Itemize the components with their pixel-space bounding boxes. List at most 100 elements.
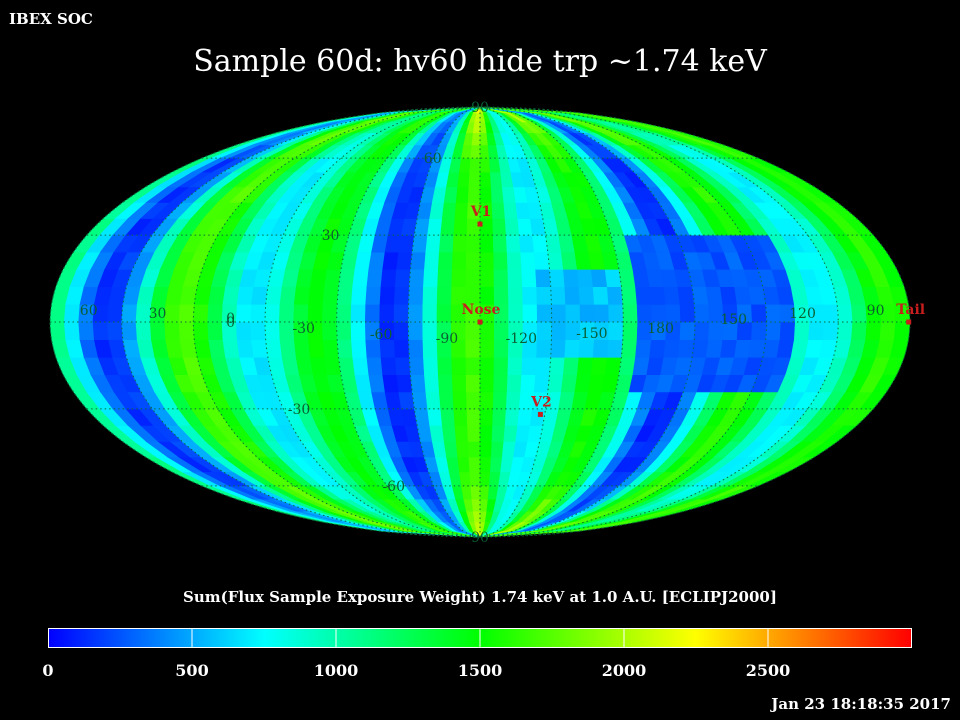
flux-cell: [207, 303, 224, 323]
flux-cell: [408, 286, 424, 305]
flux-cell: [504, 408, 520, 426]
meridian-line: [479, 106, 696, 538]
flux-cell: [604, 356, 622, 376]
flux-cell: [493, 356, 509, 376]
flux-cell: [466, 391, 481, 410]
flux-cell: [479, 456, 492, 473]
meridian-line: [264, 106, 481, 538]
flux-cell: [563, 268, 580, 288]
flux-cell: [192, 321, 209, 341]
flux-cell: [366, 268, 384, 288]
flux-cell: [608, 321, 624, 341]
meridian-line: [479, 106, 553, 538]
flux-cell: [505, 391, 522, 410]
flux-cell: [651, 303, 667, 323]
meridian-line: [479, 106, 768, 538]
flux-cell: [490, 441, 505, 458]
flux-cell: [522, 286, 538, 305]
flux-cell: [836, 303, 854, 323]
flux-cell: [454, 202, 469, 219]
flux-cell: [106, 303, 124, 323]
flux-cell: [479, 171, 492, 188]
map-title: Sample 60d: hv60 hide trp ~1.74 keV: [193, 44, 767, 79]
flux-cell: [836, 321, 854, 341]
flux-cell: [364, 303, 381, 323]
flux-cell: [235, 303, 252, 323]
flux-cell: [423, 356, 439, 376]
flux-cell: [865, 321, 882, 341]
flux-cell: [408, 268, 425, 288]
flux-cell: [493, 374, 509, 393]
flux-cell: [429, 425, 445, 442]
flux-cell: [622, 303, 639, 323]
flux-cell: [293, 286, 311, 305]
flux-cell: [507, 356, 523, 376]
flux-cell: [622, 321, 639, 341]
flux-cell: [465, 321, 481, 341]
flux-cell: [396, 374, 413, 393]
flux-cell: [437, 268, 453, 288]
flux-cell: [380, 356, 397, 376]
flux-cell: [393, 339, 410, 358]
flux-cell: [504, 218, 520, 236]
flux-cell: [135, 321, 152, 341]
flux-cell: [779, 321, 796, 341]
flux-cell: [423, 268, 439, 288]
marker-label: Nose: [462, 302, 501, 318]
flux-cell: [518, 234, 535, 253]
flux-cell: [178, 303, 195, 323]
flux-cell: [451, 251, 467, 270]
flux-cell: [279, 286, 297, 305]
flux-cell: [279, 339, 297, 358]
flux-cell: [493, 251, 509, 270]
flux-cell: [492, 408, 507, 426]
flux-cell: [455, 186, 470, 203]
flux-cell: [427, 408, 443, 426]
flux-cell: [479, 471, 491, 487]
flux-cell: [536, 303, 553, 323]
flux-cell: [336, 303, 352, 323]
flux-cell: [576, 268, 594, 288]
flux-cell: [536, 339, 552, 358]
flux-cell: [507, 268, 523, 288]
flux-cell: [351, 286, 368, 305]
flux-cell: [454, 425, 469, 442]
colorbar-label: Sum(Flux Sample Exposure Weight) 1.74 ke…: [183, 588, 777, 606]
flux-cell: [324, 356, 342, 376]
flux-cell: [590, 356, 608, 376]
flux-cell: [560, 251, 578, 270]
meridian-line: [407, 106, 481, 538]
flux-cell: [336, 286, 354, 305]
flux-cell: [222, 339, 240, 358]
flux-cell: [308, 286, 325, 305]
flux-cell: [522, 303, 538, 323]
lon-label: 30: [149, 306, 167, 322]
flux-cell: [457, 456, 471, 473]
flux-cell: [563, 356, 580, 376]
flux-cell: [427, 218, 443, 236]
flux-cell: [693, 303, 710, 323]
flux-cell: [649, 339, 667, 358]
flux-cell: [470, 144, 481, 159]
flux-cell: [50, 321, 67, 341]
flux-cell: [366, 356, 384, 376]
lon-label: -150: [576, 326, 607, 342]
flux-cell: [535, 268, 552, 288]
flux-cell: [452, 234, 468, 253]
flux-cell: [551, 321, 567, 341]
flux-cell: [565, 303, 581, 323]
flux-cell: [693, 321, 710, 341]
flux-cell: [394, 356, 411, 376]
flux-cell: [307, 303, 324, 323]
flux-cell: [208, 339, 226, 358]
flux-cell: [535, 356, 552, 376]
marker-dot: [477, 319, 483, 325]
flux-cell: [593, 303, 610, 323]
flux-cell: [578, 286, 595, 305]
flux-cell: [350, 303, 367, 323]
meridian-line: [479, 106, 839, 538]
flux-cell: [663, 339, 681, 358]
flux-cell: [422, 303, 438, 323]
flux-cell: [549, 268, 566, 288]
flux-cell: [564, 286, 581, 305]
